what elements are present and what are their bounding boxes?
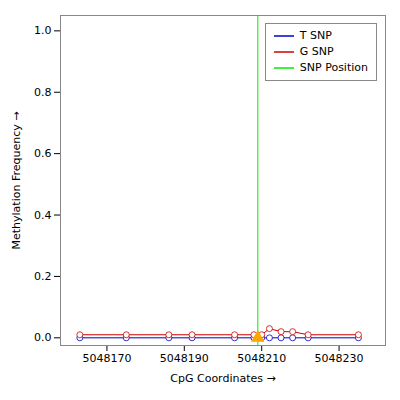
svg-text:0.0: 0.0 bbox=[34, 331, 52, 344]
svg-text:0.2: 0.2 bbox=[34, 270, 52, 283]
svg-text:0.6: 0.6 bbox=[34, 147, 52, 160]
svg-text:5048210: 5048210 bbox=[237, 352, 286, 365]
svg-text:5048190: 5048190 bbox=[160, 352, 209, 365]
svg-text:1.0: 1.0 bbox=[34, 24, 52, 37]
html-text:SNP Position: SNP Position bbox=[299, 61, 368, 74]
svg-text:0.4: 0.4 bbox=[34, 209, 52, 222]
svg-text:5048170: 5048170 bbox=[82, 352, 131, 365]
svg-text:5048230: 5048230 bbox=[315, 352, 364, 365]
svg-text:Methylation Frequency →: Methylation Frequency → bbox=[10, 112, 23, 250]
html-text:G SNP: G SNP bbox=[299, 45, 334, 58]
html-text:T SNP: T SNP bbox=[299, 29, 332, 42]
svg-text:0.8: 0.8 bbox=[34, 86, 52, 99]
svg-text:CpG Coordinates →: CpG Coordinates → bbox=[170, 372, 275, 385]
